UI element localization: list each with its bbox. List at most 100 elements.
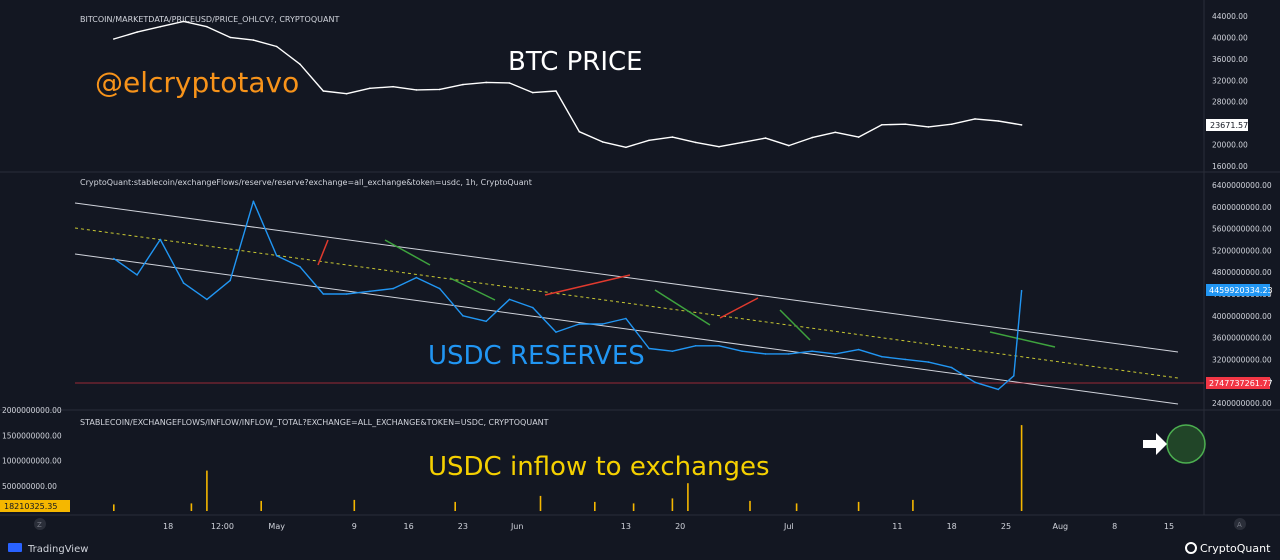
y-tick-label: 500000000.00: [2, 482, 57, 491]
data-point: [857, 348, 860, 351]
inflow-bar: [594, 501, 596, 511]
green-trend-arrow: [449, 277, 496, 301]
x-tick-label: Jul: [783, 522, 794, 531]
data-point: [508, 82, 511, 84]
data-point: [671, 136, 674, 138]
y-tick-label: 16000.00: [1212, 162, 1248, 171]
y-tick-label: 36000.00: [1212, 55, 1248, 64]
data-point: [275, 45, 278, 48]
inflow-bar: [912, 499, 914, 511]
data-point: [811, 350, 813, 353]
data-point: [881, 124, 883, 126]
inflow-bar: [113, 504, 115, 511]
usdc-inflow-annotation: USDC inflow to exchanges: [428, 452, 770, 482]
zoom-right-button[interactable]: A: [1234, 518, 1246, 530]
data-point: [508, 298, 511, 301]
data-point: [718, 345, 720, 347]
inflow-bar: [260, 500, 262, 511]
data-point: [578, 130, 581, 133]
inflow-bar: [795, 503, 798, 511]
data-point: [625, 317, 627, 320]
data-point: [625, 146, 627, 149]
x-tick-label: 12:00: [211, 522, 234, 531]
data-point: [345, 92, 348, 95]
svg-text:4459920334.23: 4459920334.23: [1209, 286, 1273, 295]
data-point: [694, 345, 697, 347]
y-tick-label: 3200000000.00: [1212, 355, 1272, 364]
data-point: [718, 145, 720, 148]
zoom-left-button[interactable]: Z: [34, 518, 46, 530]
y-tick-label: 2400000000.00: [1212, 399, 1272, 408]
inflow-bar: [1020, 425, 1023, 511]
data-point: [811, 136, 813, 139]
data-point: [974, 118, 976, 120]
data-point: [555, 331, 557, 333]
x-tick-label: 9: [352, 522, 357, 531]
usdc-reserves-annotation: USDC RESERVES: [428, 341, 645, 371]
data-point: [578, 323, 581, 325]
inflow-bar: [190, 503, 193, 511]
data-point: [206, 298, 208, 301]
watermark-handle: @elcryptotavo: [95, 66, 299, 99]
svg-text:2747737261.77: 2747737261.77: [1209, 379, 1273, 388]
data-point: [1020, 289, 1023, 292]
data-point: [555, 90, 557, 92]
data-point: [834, 131, 837, 134]
data-point: [252, 39, 255, 41]
x-tick-label: 8: [1112, 522, 1117, 531]
data-point: [741, 350, 743, 353]
white-arrow-icon: [1143, 433, 1167, 455]
svg-text:18210325.35: 18210325.35: [4, 502, 57, 511]
data-point: [648, 347, 650, 350]
data-point: [881, 355, 883, 358]
data-point: [369, 87, 371, 90]
data-point: [601, 323, 604, 325]
data-point: [1020, 124, 1023, 126]
data-point: [462, 315, 464, 317]
y-tick-label: 40000.00: [1212, 33, 1248, 42]
data-point: [322, 293, 325, 295]
data-point: [392, 85, 394, 88]
x-tick-label: 23: [458, 522, 468, 531]
x-tick-label: 13: [621, 522, 631, 531]
data-point: [345, 293, 348, 295]
usdc-reserve-pane-title: CryptoQuant:stablecoin/exchangeFlows/res…: [80, 178, 532, 187]
y-tick-label: 28000.00: [1212, 98, 1248, 107]
cryptoquant-logo: CryptoQuant: [1185, 542, 1271, 555]
usdc-inflow-series: [113, 425, 1023, 511]
y-tick-label: 4000000000.00: [1212, 312, 1272, 321]
svg-text:CryptoQuant: CryptoQuant: [1200, 542, 1271, 555]
data-point: [694, 141, 697, 144]
svg-text:Z: Z: [37, 521, 42, 529]
data-point: [182, 282, 185, 284]
data-point: [648, 139, 650, 142]
data-point: [136, 274, 138, 276]
y-tick-label: 6400000000.00: [1212, 181, 1272, 190]
x-tick-label: Aug: [1052, 522, 1068, 531]
y-tick-label: 5200000000.00: [1212, 246, 1272, 255]
data-point: [485, 320, 488, 323]
data-point: [252, 200, 255, 203]
data-point: [532, 306, 534, 309]
y-tick-label: 32000.00: [1212, 76, 1248, 85]
svg-text:23671.57: 23671.57: [1210, 121, 1248, 130]
data-point: [950, 366, 953, 369]
inflow-bar: [687, 483, 689, 511]
data-point: [113, 257, 115, 260]
green-trend-arrow: [989, 331, 1056, 348]
data-point: [229, 36, 231, 39]
green-trend-arrow: [654, 289, 711, 326]
btc-price-series: [113, 20, 1023, 149]
data-point: [904, 358, 906, 361]
y-tick-label: 1500000000.00: [2, 431, 62, 440]
data-point: [741, 141, 743, 144]
data-point: [322, 90, 325, 92]
red-trend-arrow: [317, 239, 329, 266]
data-point: [927, 361, 930, 363]
data-point: [159, 25, 162, 28]
spike-highlight-circle: [1166, 424, 1206, 464]
tradingview-logo[interactable]: TradingView: [8, 543, 88, 555]
data-point: [438, 287, 441, 290]
data-point: [392, 287, 394, 290]
